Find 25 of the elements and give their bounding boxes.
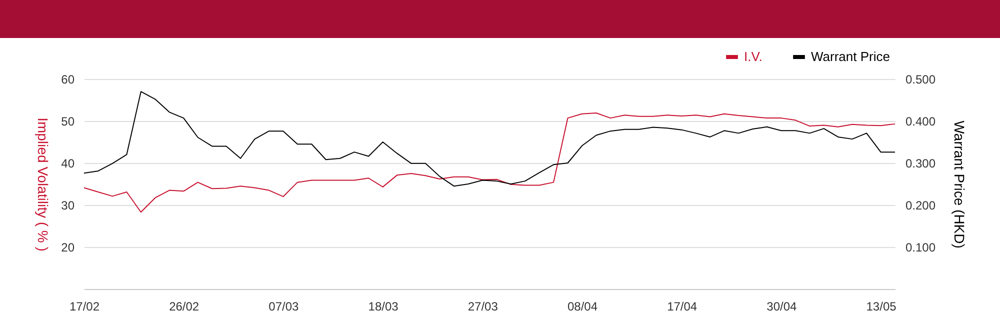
x-tick-label: 27/03 [468,300,498,314]
x-tick-label: 17/02 [69,300,100,314]
y-tick-label: 40 [61,156,75,170]
y-tick-label: 30 [61,198,75,212]
y2-tick-label: 0.100 [906,240,936,254]
x-tick-label: 30/04 [766,300,798,314]
y-axis-title: Implied Volatility ( % ) [35,118,52,252]
x-tick-label: 26/02 [169,300,200,314]
y2-tick-label: 0.400 [906,114,936,128]
x-tick-label: 17/04 [667,300,698,314]
line-series [84,91,896,187]
x-tick-label: 07/03 [268,300,300,314]
y-tick-label: 20 [61,240,75,254]
x-tick-label: 18/03 [368,300,399,314]
x-tick-label: 08/04 [567,300,598,314]
legend-label: I.V. [744,49,762,64]
y-tick-label: 60 [61,72,75,86]
y2-tick-label: 0.300 [906,156,936,170]
x-tick-label: 13/05 [866,300,897,314]
line-series [84,112,896,213]
y-tick-label: 50 [61,114,75,128]
y2-tick-label: 0.200 [906,198,936,212]
y2-axis-title: Warrant Price (HKD) [952,120,968,248]
legend-label: Warrant Price [811,49,890,64]
y2-tick-label: 0.500 [906,72,936,86]
